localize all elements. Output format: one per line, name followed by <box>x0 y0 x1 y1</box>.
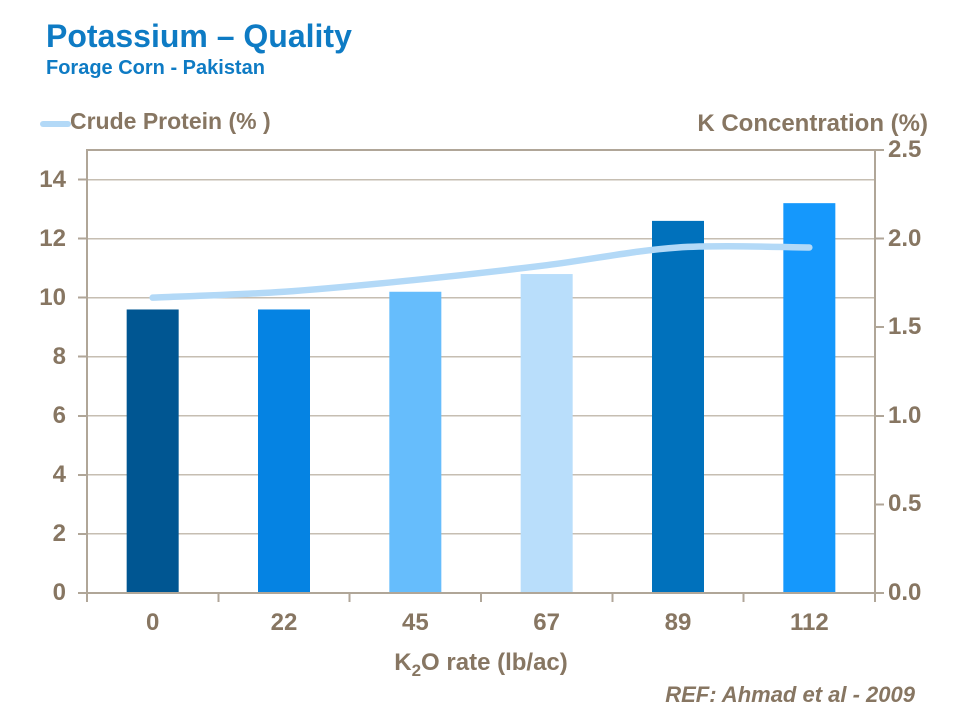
x-axis-tick-label: 67 <box>533 609 560 636</box>
legend-label-crude-protein: Crude Protein (% ) <box>70 108 271 134</box>
reference-citation: REF: Ahmad et al - 2009 <box>665 682 915 707</box>
left-axis-tick-label: 4 <box>52 460 66 488</box>
page-subtitle: Forage Corn - Pakistan <box>46 57 265 79</box>
x-axis-title: K2O rate (lb/ac) <box>87 648 875 680</box>
right-axis-tick-label: 2.5 <box>888 136 922 163</box>
left-axis-tick-label: 12 <box>39 224 66 252</box>
right-axis-tick-label: 1.5 <box>888 313 922 341</box>
left-axis-tick-label: 10 <box>39 283 66 311</box>
right-axis-tick-label: 1.0 <box>888 401 922 429</box>
bar-k-concentration-67 <box>520 274 573 593</box>
x-axis-tick-label: 22 <box>270 609 298 636</box>
x-axis-tick-label: 0 <box>145 609 160 636</box>
left-axis-tick-label: 6 <box>52 401 66 429</box>
x-axis-tick-label: 112 <box>789 609 829 636</box>
x-axis-title-text: O rate (lb/ac) <box>421 649 568 676</box>
x-axis-tick-label: 89 <box>664 609 692 636</box>
bar-k-concentration-45 <box>389 291 442 593</box>
left-axis-tick-label: 14 <box>39 165 66 193</box>
left-axis-tick-label: 8 <box>52 342 66 370</box>
right-axis-title: K Concentration (%) <box>697 110 928 137</box>
crude-protein-line <box>149 242 813 301</box>
x-axis-title-subscript: 2 <box>411 660 422 680</box>
line-series-swatch-icon <box>40 121 71 127</box>
left-axis-tick-label: 2 <box>52 519 66 547</box>
right-axis-tick-label: 2.0 <box>888 224 922 252</box>
bar-k-concentration-0 <box>126 309 179 593</box>
x-axis-tick-label: 45 <box>401 609 429 636</box>
x-axis-title-text: K <box>394 649 412 676</box>
page-title: Potassium – Quality <box>46 18 352 54</box>
right-axis-tick-label: 0.5 <box>888 490 922 518</box>
bar-k-concentration-112 <box>783 203 836 593</box>
bar-k-concentration-22 <box>258 309 310 593</box>
bar-k-concentration-89 <box>652 220 704 593</box>
left-axis-tick-label: 0 <box>52 579 66 606</box>
right-axis-tick-label: 0.0 <box>888 579 922 606</box>
plot-border <box>86 149 876 594</box>
